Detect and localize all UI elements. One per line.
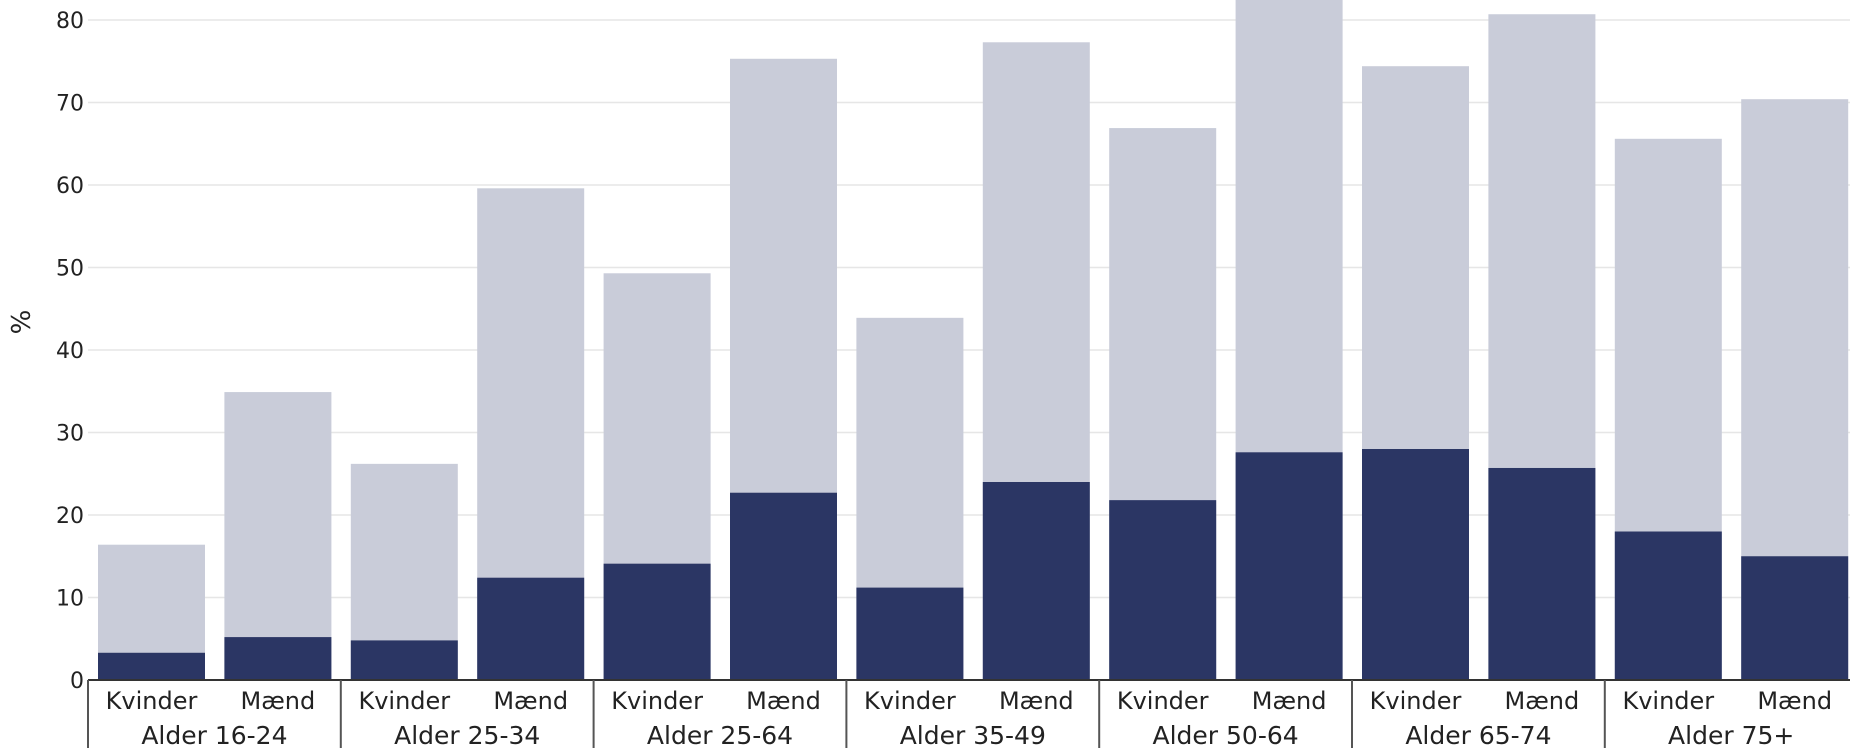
bar-series-2: [224, 637, 332, 680]
bar-series-2: [98, 652, 205, 680]
group-label: Alder 35-49: [900, 721, 1046, 748]
bar-series-2: [1362, 449, 1469, 680]
x-tick-label: Mænd: [241, 687, 316, 715]
bar-series-2: [982, 482, 1090, 680]
bar-series-2: [603, 563, 711, 680]
y-tick-label: 80: [56, 9, 84, 34]
x-tick-label: Mænd: [1757, 687, 1832, 715]
x-tick-label: Kvinder: [358, 687, 450, 715]
group-label: Alder 50-64: [1153, 721, 1299, 748]
x-tick-label: Mænd: [1252, 687, 1327, 715]
x-tick-label: Kvinder: [1117, 687, 1209, 715]
y-tick-label: 40: [56, 339, 84, 364]
group-label: Alder 65-74: [1405, 721, 1551, 748]
group-label: Alder 25-64: [647, 721, 793, 748]
x-tick-label: Kvinder: [864, 687, 956, 715]
bar-series-2: [1109, 500, 1217, 680]
bar-series-1: [224, 392, 332, 680]
bars: [98, 0, 1849, 681]
x-tick-label: Kvinder: [106, 687, 198, 715]
axes: 0 10 20 30 40 50 60 70 80 Kvinder Mænd Kvinder Mænd K…: [56, 9, 1850, 748]
bar-series-2: [1614, 531, 1722, 680]
x-tick-label: Mænd: [1505, 687, 1580, 715]
y-tick-label: 30: [56, 422, 84, 447]
y-tick-label: 50: [56, 257, 84, 282]
y-tick-label: 10: [56, 587, 84, 612]
x-tick-label: Kvinder: [611, 687, 703, 715]
group-label: Alder 16-24: [141, 721, 287, 748]
bar-series-2: [1488, 467, 1596, 680]
x-tick-label: Mænd: [999, 687, 1074, 715]
y-tick-label: 20: [56, 504, 84, 529]
group-label: Alder 25-34: [394, 721, 540, 748]
x-tick-label: Mænd: [493, 687, 568, 715]
bar-series-2: [477, 577, 585, 680]
bar-series-2: [350, 640, 458, 680]
y-tick-label: 60: [56, 174, 84, 199]
y-axis-label: %: [7, 310, 37, 335]
x-tick-label: Kvinder: [1370, 687, 1462, 715]
bar-series-2: [1235, 452, 1343, 680]
y-tick-label: 70: [56, 92, 84, 117]
bar-series-2: [730, 492, 837, 680]
x-tick-label: Kvinder: [1622, 687, 1714, 715]
bar-series-2: [1741, 556, 1849, 680]
group-label: Alder 75+: [1668, 721, 1794, 748]
bar-series-2: [856, 587, 964, 680]
y-tick-label: 0: [70, 669, 84, 694]
x-tick-label: Mænd: [746, 687, 821, 715]
